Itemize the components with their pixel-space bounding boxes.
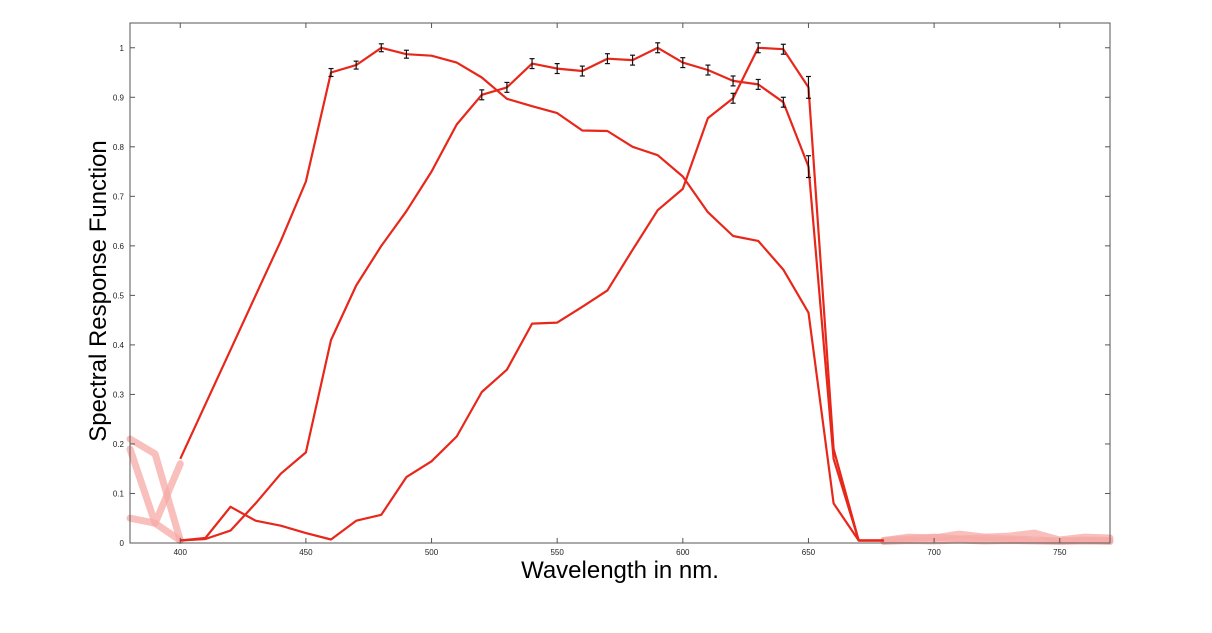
error-bar [604, 53, 610, 65]
faded-segment-1 [126, 435, 184, 544]
y-tick-label: 0.1 [113, 489, 125, 498]
error-bar [705, 64, 711, 76]
x-tick-label: 400 [174, 548, 188, 557]
faded-segments [126, 435, 1114, 545]
x-tick-labels: 400 450 500 550 600 650 700 750 [174, 548, 1067, 557]
error-bar [805, 155, 811, 179]
y-tick-label: 0.7 [113, 192, 125, 201]
faded-segment-3 [126, 514, 184, 544]
error-bar [479, 89, 485, 101]
y-tick-label: 0.5 [113, 291, 125, 300]
error-bar [378, 43, 384, 53]
error-bar [730, 75, 736, 87]
faded-segment-6 [880, 536, 1114, 545]
x-tick-label: 700 [927, 548, 941, 557]
y-tick-label: 0.2 [113, 440, 125, 449]
y-tick-label: 0.6 [113, 242, 125, 251]
y-tick-labels: 0 0.1 0.2 0.3 0.4 0.5 0.6 0.7 0.8 0.9 1 [113, 44, 125, 548]
error-bar [630, 54, 636, 66]
error-bar [353, 60, 359, 70]
error-bar [730, 92, 736, 104]
error-bar [504, 81, 510, 93]
x-tick-label: 450 [299, 548, 313, 557]
x-tick-label: 600 [676, 548, 690, 557]
x-tick-label: 500 [425, 548, 439, 557]
plot-frame [129, 22, 1111, 544]
error-bar [780, 96, 786, 108]
error-bar [655, 42, 661, 54]
x-tick-label: 750 [1053, 548, 1067, 557]
y-tick-label: 0.8 [113, 143, 125, 152]
error-bar [579, 65, 585, 77]
series-line-2 [180, 46, 884, 542]
error-bar [805, 75, 811, 99]
error-bar [403, 49, 409, 59]
x-tick-label: 650 [802, 548, 816, 557]
error-bars [328, 42, 811, 179]
y-tick-label: 0.4 [113, 341, 125, 350]
error-bar [755, 78, 761, 90]
y-tick-label: 0.3 [113, 390, 125, 399]
axis-ticks [130, 23, 1110, 544]
x-axis-title: Wavelength in nm. [521, 557, 719, 584]
y-axis-title: Spectral Response Function [85, 140, 112, 442]
error-bar [328, 67, 334, 78]
series-line-3 [180, 46, 884, 542]
error-bar [780, 43, 786, 55]
error-bar [755, 42, 761, 54]
error-bar [529, 58, 535, 70]
series-line-1 [179, 46, 884, 542]
error-bar [554, 63, 560, 75]
y-tick-label: 0.9 [113, 93, 125, 102]
x-tick-label: 550 [550, 548, 564, 557]
error-bar [680, 57, 686, 69]
y-tick-label: 1 [120, 44, 125, 53]
y-tick-label: 0 [120, 539, 125, 548]
series-lines [179, 46, 884, 542]
